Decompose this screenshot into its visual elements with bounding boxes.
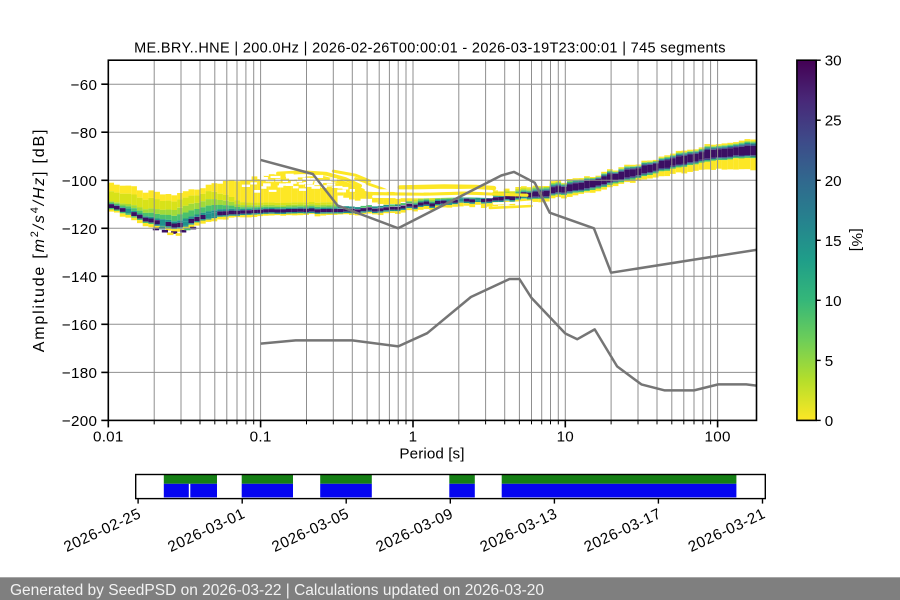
svg-text:100: 100 [705, 429, 731, 446]
svg-text:20: 20 [825, 173, 842, 190]
svg-text:−160: −160 [62, 317, 97, 334]
svg-text:0.1: 0.1 [250, 429, 272, 446]
svg-text:Amplitude [m2/s4/Hz] [dB]: Amplitude [m2/s4/Hz] [dB] [29, 128, 48, 352]
svg-text:5: 5 [825, 353, 833, 370]
svg-text:−80: −80 [71, 125, 98, 142]
svg-text:−100: −100 [62, 173, 97, 190]
svg-text:30: 30 [825, 53, 842, 70]
svg-text:10: 10 [557, 429, 574, 446]
svg-text:0.01: 0.01 [93, 429, 124, 446]
svg-text:−200: −200 [62, 413, 97, 430]
svg-text:1: 1 [409, 429, 418, 446]
svg-text:Generated by SeedPSD on 2026-0: Generated by SeedPSD on 2026-03-22 | Cal… [10, 582, 544, 599]
svg-text:−120: −120 [62, 221, 97, 238]
svg-text:ME.BRY..HNE | 200.0Hz | 2026-0: ME.BRY..HNE | 200.0Hz | 2026-02-26T00:00… [134, 40, 726, 56]
svg-text:Period [s]: Period [s] [399, 446, 464, 463]
svg-text:15: 15 [825, 233, 842, 250]
svg-text:−140: −140 [62, 269, 97, 286]
svg-text:0: 0 [825, 413, 833, 430]
svg-text:−60: −60 [71, 77, 98, 94]
svg-text:−180: −180 [62, 365, 97, 382]
svg-text:10: 10 [825, 293, 842, 310]
svg-text:[%]: [%] [848, 228, 865, 251]
svg-text:25: 25 [825, 113, 842, 130]
